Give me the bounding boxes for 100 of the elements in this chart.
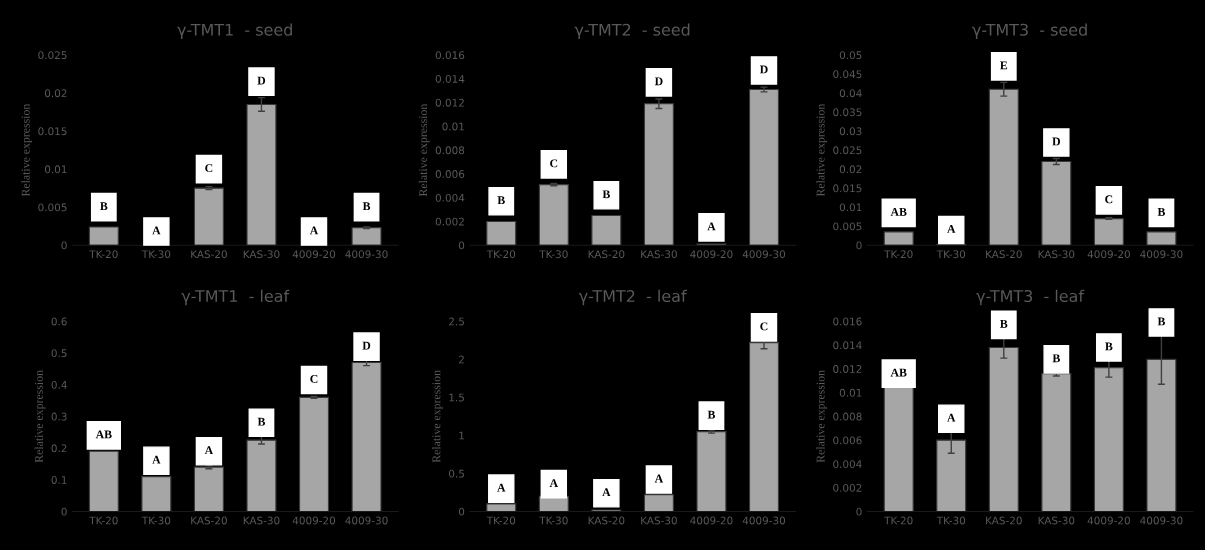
y-tick-label: 0.002	[833, 483, 862, 492]
chart-title: γ-TMT2 - seed	[574, 23, 690, 39]
chart-title: γ-TMT1 - seed	[177, 23, 292, 39]
y-tick-label: 0.03	[839, 127, 862, 136]
y-tick-label: 0.05	[839, 51, 862, 60]
y-tick-label: 0.015	[38, 127, 67, 136]
y-tick-label: 0.016	[833, 317, 862, 326]
x-tick-label: KAS-20	[588, 250, 625, 259]
annotation: B	[1157, 207, 1166, 216]
annotation: AB	[890, 368, 907, 377]
x-tick-label: KAS-30	[641, 250, 677, 259]
annotation: C	[760, 322, 768, 331]
annotation: B	[707, 410, 716, 419]
annotation: B	[362, 202, 371, 211]
y-tick-label: 0.01	[44, 165, 67, 174]
annotation: C	[550, 159, 558, 168]
y-tick-label: 0.01	[839, 203, 862, 212]
annotation: AB	[95, 430, 112, 439]
x-tick-label: 4009-20	[1087, 250, 1130, 259]
annotation: B	[1157, 317, 1166, 326]
x-tick-label: TK-20	[884, 516, 913, 525]
y-tick-label: 2	[459, 355, 464, 364]
y-tick-label: 0.014	[435, 75, 465, 83]
annotation: B	[497, 196, 505, 205]
y-tick-label: 0.012	[833, 365, 862, 373]
x-tick-label: 4009-30	[1140, 516, 1183, 525]
y-tick-label: 0.01	[839, 388, 862, 397]
y-tick-label: 0.035	[833, 108, 862, 117]
x-tick-label: 4009-20	[1087, 516, 1130, 525]
y-tick-label: 1	[459, 431, 464, 440]
y-axis-title: Relative expression	[432, 370, 443, 463]
y-axis-title: Relative expression	[418, 103, 430, 197]
y-tick-label: 0.004	[435, 193, 465, 202]
y-axis-title: Relative expression	[816, 370, 827, 463]
y-tick-label: 0.005	[38, 203, 67, 212]
y-tick-label: 0	[856, 241, 862, 250]
y-tick-label: 0.025	[833, 146, 862, 155]
y-tick-label: 0.2	[51, 444, 67, 453]
x-tick-label: KAS-30	[1038, 250, 1075, 259]
chart-title: γ-TMT2 - leaf	[578, 289, 687, 306]
y-tick-label: 0.04	[839, 89, 862, 98]
chart-title: γ-TMT3 - seed	[972, 23, 1087, 39]
y-tick-label: 0.1	[51, 476, 67, 484]
y-tick-label: 0	[458, 507, 465, 516]
annotation: C	[310, 374, 318, 383]
y-tick-label: 0.006	[435, 170, 465, 178]
annotation: B	[257, 417, 266, 426]
annotation: E	[1000, 61, 1008, 70]
y-tick-label: 1.5	[449, 393, 464, 402]
annotation: D	[257, 76, 266, 85]
y-tick-label: 0.025	[38, 51, 67, 60]
y-tick-label: 0.5	[449, 469, 464, 478]
x-tick-label: KAS-20	[986, 250, 1022, 259]
x-tick-label: KAS-30	[1038, 516, 1075, 525]
annotation: B	[602, 190, 610, 199]
x-tick-label: TK-30	[936, 516, 966, 525]
y-tick-label: 0	[856, 507, 862, 516]
x-tick-label: 4009-20	[292, 250, 336, 259]
annotation: C	[205, 164, 213, 173]
x-tick-label: KAS-20	[986, 516, 1022, 525]
x-tick-label: 4009-20	[690, 250, 733, 259]
x-tick-label: 4009-30	[1140, 250, 1183, 259]
x-tick-label: KAS-20	[191, 516, 227, 525]
x-tick-label: 4009-30	[345, 516, 388, 525]
y-tick-label: 0.004	[833, 460, 862, 469]
x-tick-label: 4009-20	[690, 516, 733, 525]
y-tick-label: 2.5	[449, 317, 464, 326]
annotation: A	[654, 474, 664, 483]
chart-title: γ-TMT3 - leaf	[976, 289, 1085, 306]
y-tick-label: 0.4	[51, 380, 67, 389]
x-tick-label: TK-20	[89, 250, 118, 259]
annotation: A	[947, 413, 956, 422]
annotation: A	[152, 226, 161, 235]
x-tick-label: 4009-30	[742, 516, 786, 525]
x-tick-label: TK-30	[141, 516, 171, 525]
y-tick-label: 0.002	[435, 217, 464, 226]
annotation: A	[947, 225, 956, 233]
y-tick-label: 0.016	[435, 51, 465, 60]
y-tick-label: 0.02	[44, 89, 67, 98]
x-tick-label: TK-20	[486, 250, 516, 259]
annotation: A	[602, 488, 611, 497]
x-tick-label: TK-20	[884, 250, 913, 259]
x-tick-label: 4009-30	[345, 250, 388, 259]
y-axis-title: Relative expression	[34, 370, 46, 463]
y-tick-label: 0.006	[833, 436, 862, 445]
y-tick-label: 0.02	[839, 165, 862, 174]
annotation: A	[707, 222, 716, 231]
x-tick-label: KAS-30	[641, 516, 677, 525]
annotation: A	[152, 455, 161, 464]
y-tick-label: 0.008	[435, 146, 465, 155]
x-tick-label: 4009-20	[292, 516, 336, 525]
y-tick-label: 0	[61, 507, 67, 516]
x-tick-label: TK-30	[936, 250, 966, 259]
annotation: A	[309, 226, 319, 235]
annotation: D	[759, 65, 768, 74]
annotation: AB	[890, 207, 907, 216]
y-axis-title: Relative expression	[21, 103, 33, 197]
annotation: B	[1000, 319, 1008, 328]
y-tick-label: 0.045	[833, 70, 862, 79]
x-tick-label: KAS-20	[191, 250, 227, 259]
